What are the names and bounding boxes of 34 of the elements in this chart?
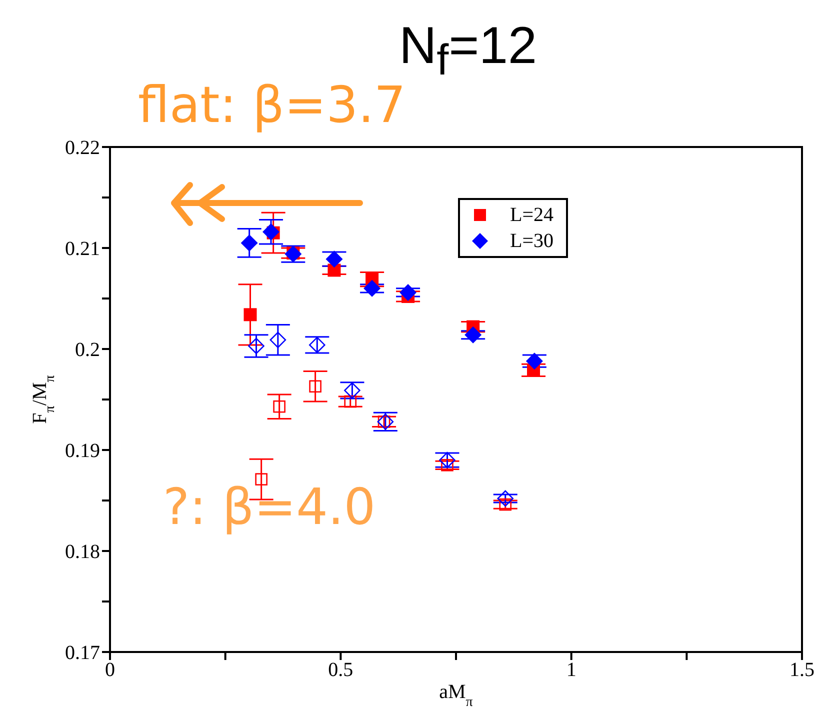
- legend-label: L=24: [510, 203, 554, 228]
- point: [309, 380, 322, 393]
- y-tick-label: 0.17: [65, 642, 100, 664]
- annotation: ?: β=4.0: [163, 478, 376, 536]
- legend-label: L=30: [510, 229, 554, 254]
- point: [328, 264, 341, 277]
- point: [326, 250, 343, 268]
- x-tick-label: 0: [105, 659, 115, 682]
- point: [377, 414, 394, 430]
- point: [344, 382, 360, 399]
- y-tick-label: 0.19: [65, 440, 100, 462]
- point: [308, 336, 326, 354]
- point: [262, 223, 280, 240]
- point: [364, 280, 381, 297]
- point: [526, 352, 543, 370]
- y-tick-label: 0.21: [65, 238, 100, 260]
- point: [439, 452, 456, 468]
- y-tick-label: 0.18: [65, 541, 100, 564]
- x-tick-label: 0.5: [328, 659, 354, 682]
- point: [497, 490, 514, 507]
- point: [248, 338, 264, 354]
- point: [255, 473, 268, 486]
- point: [464, 326, 482, 344]
- point: [344, 395, 357, 408]
- point: [270, 332, 286, 348]
- point: [273, 400, 286, 413]
- x-axis-title: aM$_{π}$: [439, 681, 473, 710]
- x-tick-label: 1: [566, 659, 576, 682]
- point: [400, 284, 417, 301]
- y-tick-label: 0.2: [75, 339, 100, 362]
- point: [244, 308, 257, 322]
- y-tick-label: 0.22: [65, 137, 100, 160]
- point: [240, 234, 258, 252]
- x-tick-label: 1.5: [790, 659, 814, 682]
